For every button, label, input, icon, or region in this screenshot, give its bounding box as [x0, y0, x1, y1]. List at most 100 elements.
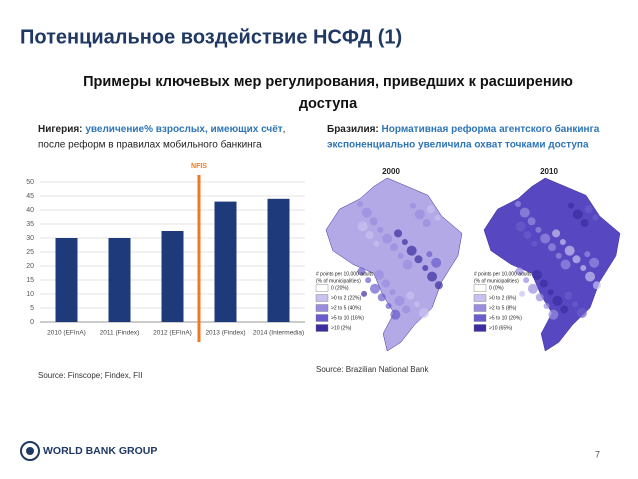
x-tick-label: 2012 (EFInA) — [153, 330, 192, 337]
map-region — [535, 226, 542, 233]
y-tick-label: 50 — [26, 179, 34, 186]
map-year: 2000 — [382, 167, 400, 176]
map-region — [552, 295, 563, 306]
map: 2000 # points per 10,000 adults(% of muni… — [315, 167, 463, 352]
map-region — [580, 264, 587, 271]
legend-swatch — [473, 304, 487, 312]
map-region — [406, 245, 417, 256]
legend-swatch — [315, 324, 329, 332]
map-region — [515, 267, 524, 276]
map-region — [523, 277, 530, 284]
legend-swatch — [315, 294, 329, 302]
subtitle: доступа — [299, 96, 358, 112]
legend-label: >0 to 2 (22%) — [331, 295, 361, 301]
y-tick-label: 0 — [30, 319, 34, 326]
logo-icon — [26, 447, 34, 455]
y-tick-label: 25 — [26, 249, 34, 256]
bar — [161, 231, 184, 322]
caption-highlight: Нормативная реформа агентского банкинга — [382, 123, 600, 135]
legend-swatch — [473, 324, 487, 332]
map-region — [535, 293, 544, 302]
x-tick-label: 2011 (Findex) — [100, 330, 140, 337]
y-tick-label: 30 — [26, 235, 34, 242]
map-region — [402, 305, 411, 314]
legend-swatch — [315, 304, 329, 312]
map-region — [592, 281, 601, 290]
y-tick-label: 5 — [30, 305, 34, 312]
map-region — [564, 291, 573, 300]
map-region — [559, 239, 566, 246]
legend-swatch — [473, 314, 487, 322]
annotation: NFIS — [191, 163, 207, 170]
legend-label: >2 to 5 (40%) — [331, 305, 361, 311]
bar — [267, 198, 290, 322]
map-region — [572, 255, 581, 264]
x-tick-label: 2014 (Intermedia) — [253, 330, 304, 337]
legend-title: (% of municipalities) — [474, 278, 519, 284]
legend-swatch — [473, 294, 487, 302]
map-region — [548, 243, 556, 252]
legend-swatch — [473, 284, 487, 292]
y-tick-label: 10 — [26, 291, 34, 298]
map-region — [560, 259, 571, 270]
map-region — [584, 251, 591, 258]
caption: Нигерия: увеличение% взрослых, имеющих с… — [38, 124, 285, 135]
map-region — [426, 205, 435, 214]
legend-label: 0 (0%) — [489, 285, 504, 291]
caption-label: Бразилия: — [327, 124, 379, 135]
legend-label: 0 (20%) — [331, 285, 349, 291]
legend-label: >10 (65%) — [489, 325, 513, 331]
map-region — [585, 271, 596, 282]
legend-swatch — [315, 284, 329, 292]
map-region — [532, 269, 543, 280]
map-region — [564, 245, 575, 256]
map-region — [385, 303, 392, 310]
bar — [214, 201, 237, 322]
logo-icon — [20, 441, 40, 461]
map-region — [519, 290, 526, 297]
map-region — [527, 217, 536, 226]
map-region — [515, 200, 521, 207]
map-region — [357, 200, 363, 207]
map-region — [431, 257, 442, 268]
map-region — [365, 277, 372, 284]
map-region — [531, 240, 538, 247]
map-year: 2010 — [540, 167, 558, 176]
map-region — [394, 295, 405, 306]
map-region — [580, 218, 589, 227]
legend-title: # points per 10,000 adults — [316, 271, 374, 277]
source: Source: Brazilian National Bank — [316, 365, 430, 374]
map-region — [377, 293, 386, 302]
map-region — [365, 231, 374, 240]
map-region — [377, 226, 384, 233]
map-region — [560, 305, 569, 314]
x-tick-label: 2010 (EFInA) — [47, 330, 86, 337]
map-region — [369, 283, 380, 294]
caption: после реформ в правилах мобильного банки… — [38, 139, 262, 151]
map-region — [434, 214, 441, 221]
map-region — [543, 303, 550, 310]
map-region — [414, 209, 425, 220]
y-tick-label: 15 — [26, 277, 34, 284]
map-region — [540, 233, 551, 244]
legend-label: >5 to 10 (29%) — [489, 315, 522, 321]
map-region — [422, 264, 429, 271]
map-region — [539, 279, 548, 288]
caption-label: Нигерия: — [38, 124, 83, 135]
map-region — [589, 257, 600, 268]
logo-text: WORLD BANK GROUP — [43, 445, 157, 457]
y-tick-label: 20 — [26, 263, 34, 270]
map-region — [572, 209, 583, 220]
map-region — [401, 239, 408, 246]
page-number: 7 — [595, 449, 600, 459]
map-region — [414, 301, 421, 308]
legend-label: >0 to 2 (6%) — [489, 295, 517, 301]
y-tick-label: 45 — [26, 193, 34, 200]
caption-text: , — [283, 124, 286, 135]
map-region — [427, 271, 438, 282]
map-region — [361, 207, 372, 218]
map-region — [568, 202, 575, 209]
map-region — [357, 221, 368, 232]
y-tick-label: 40 — [26, 207, 34, 214]
